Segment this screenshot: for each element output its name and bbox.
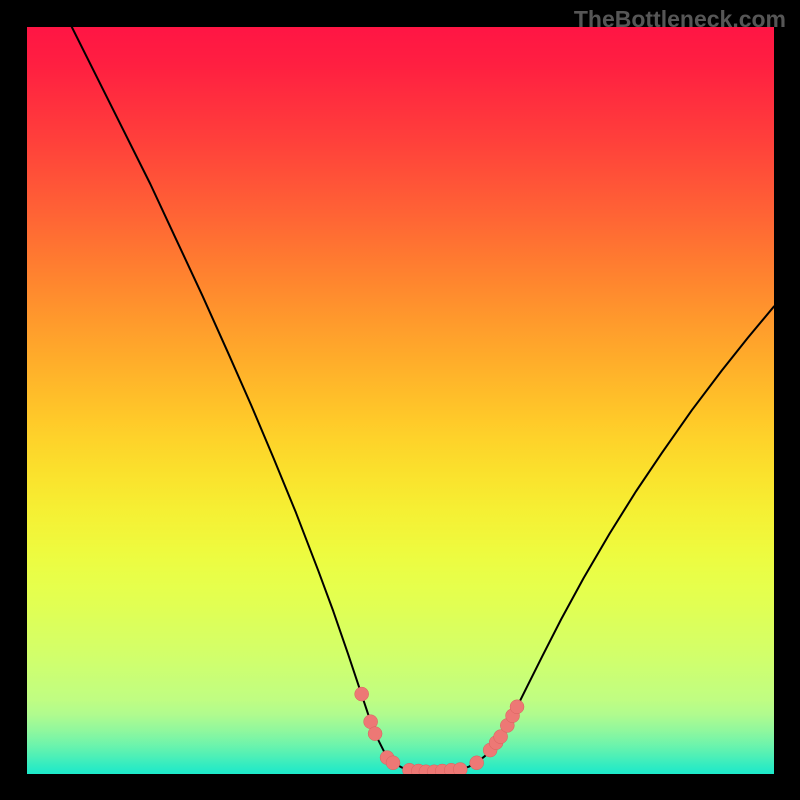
plot-area xyxy=(27,27,774,774)
data-marker xyxy=(368,727,382,741)
plot-svg xyxy=(27,27,774,774)
data-marker xyxy=(355,687,369,701)
data-marker xyxy=(510,700,524,714)
chart-frame: { "canvas": { "width": 800, "height": 80… xyxy=(0,0,800,800)
data-marker xyxy=(453,763,467,774)
watermark-text: TheBottleneck.com xyxy=(574,6,786,33)
data-marker xyxy=(470,756,484,770)
curve-line xyxy=(72,27,774,772)
data-marker xyxy=(386,756,400,770)
